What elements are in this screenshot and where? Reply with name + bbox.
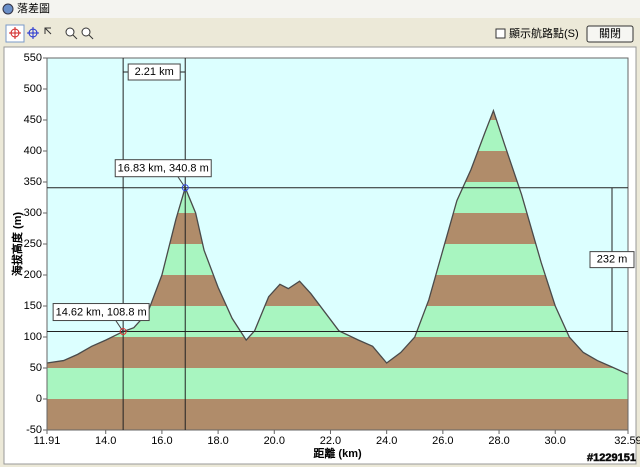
y-tick-label: 350 [24, 176, 42, 188]
tool-zoom-in[interactable] [65, 27, 75, 37]
y-tick-label: 450 [24, 114, 42, 126]
cursor-label-box [114, 159, 212, 178]
y-tick-label: -50 [26, 424, 42, 436]
app-icon [2, 3, 14, 15]
y-tick-label: 300 [24, 207, 42, 219]
height-box [589, 251, 635, 269]
y-tick-label: 0 [36, 393, 42, 405]
y-tick-label: 500 [24, 83, 42, 95]
checkbox-label[interactable]: 顯示航路點(S) [509, 26, 579, 40]
distance-box [127, 63, 181, 81]
distance-label: 2.21 km [135, 66, 174, 78]
elevation-line [46, 108, 629, 375]
y-tick-label: 250 [24, 238, 42, 250]
tool-select[interactable] [44, 27, 52, 35]
toolbar [5, 24, 94, 43]
y-tick-label: 50 [30, 362, 42, 374]
x-tick-label: 28.0 [488, 435, 509, 447]
y-axis-label: 海拔高度 (m) [10, 212, 24, 276]
y-tick-label: 400 [24, 145, 42, 157]
cursor-label: 16.83 km, 340.8 m [118, 163, 209, 175]
watermark: #1229151 [587, 452, 636, 464]
x-tick-label: 32.59 [614, 435, 640, 447]
waypoint-checkbox[interactable] [495, 28, 506, 39]
cursor-point [119, 328, 127, 336]
x-tick-label: 20.0 [264, 435, 285, 447]
close-button[interactable] [586, 25, 634, 43]
label-pointer [176, 175, 186, 188]
x-tick-label: 30.0 [545, 435, 566, 447]
elevation-band [47, 399, 628, 430]
window-title: 落差圖 [17, 1, 50, 15]
cursor-label-box [52, 303, 150, 322]
elevation-band [47, 368, 628, 399]
cursor-label: 14.62 km, 108.8 m [56, 306, 147, 318]
icon [72, 34, 78, 40]
cursor-point [181, 184, 189, 192]
y-tick-label: 200 [24, 269, 42, 281]
label-pointer [114, 319, 124, 332]
icon [88, 34, 94, 40]
close-button-label[interactable]: 關閉 [599, 27, 621, 40]
x-tick-label: 14.0 [95, 435, 116, 447]
tool-zoom-out[interactable] [81, 27, 91, 37]
elevation-band [47, 337, 628, 368]
x-tick-label: 16.0 [151, 435, 172, 447]
title-bar [0, 0, 640, 18]
x-tick-label: 24.0 [376, 435, 397, 447]
y-tick-label: 100 [24, 331, 42, 343]
x-tick-label: 11.91 [34, 435, 61, 447]
x-tick-label: 26.0 [432, 435, 453, 447]
x-axis-label: 距離 (km) [313, 446, 362, 460]
y-tick-label: 550 [24, 52, 42, 64]
y-tick-label: 150 [24, 300, 42, 312]
x-tick-label: 22.0 [320, 435, 341, 447]
height-label: 232 m [597, 254, 628, 266]
x-tick-label: 18.0 [207, 435, 228, 447]
